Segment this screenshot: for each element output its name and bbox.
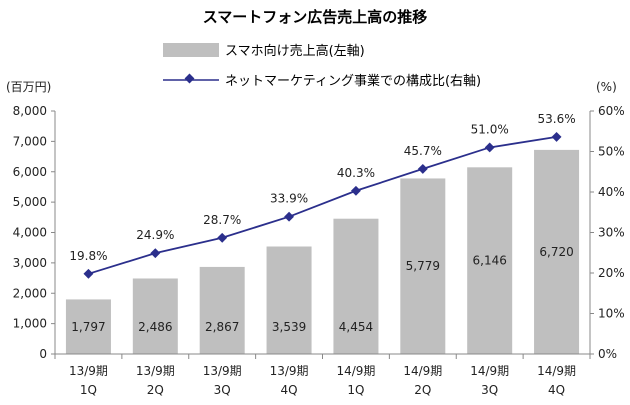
right-tick-label: 40% [598,185,625,199]
series-line [88,136,557,275]
x-tick-label-quarter: 2Q [147,383,164,397]
x-tick-label-quarter: 2Q [414,383,431,397]
x-tick-label-quarter: 1Q [80,383,97,397]
right-tick-label: 50% [598,145,625,159]
x-tick-label-period: 14/9期 [403,364,442,378]
line-marker [284,211,295,222]
x-tick-label-quarter: 4Q [281,383,298,397]
line-marker [350,185,361,196]
bar [534,149,580,354]
x-tick-label-quarter: 4Q [548,383,565,397]
line-value-label: 28.7% [203,213,241,227]
right-tick-label: 0% [598,347,617,361]
left-tick-label: 0 [39,347,47,361]
x-tick-label-period: 14/9期 [470,364,509,378]
line-value-label: 24.9% [136,228,174,242]
line-value-label: 53.6% [538,112,576,126]
x-tick-label-period: 13/9期 [270,364,309,378]
line-marker [551,131,562,142]
left-tick-label: 3,000 [13,256,47,270]
bars: 1,797 2,486 2,867 3,539 4,454 5,779 6,146 6,720 [65,149,580,354]
line-value-label: 33.9% [270,192,308,206]
x-tick-label-quarter: 3Q [214,383,231,397]
bar [333,218,379,354]
right-axis-ticks: 0% 10% 20% 30% 40% 50% 60% [590,104,625,361]
legend: スマホ向け売上高(左軸) ネットマーケティング事業での構成比(右軸) [163,43,481,89]
line-value-label: 19.8% [69,249,107,263]
left-tick-label: 4,000 [13,226,47,240]
bar [400,178,446,354]
line-value-label: 40.3% [337,166,375,180]
left-tick-label: 7,000 [13,134,47,148]
right-tick-label: 10% [598,307,625,321]
line-marker [484,142,495,153]
bar-value-label: 1,797 [71,320,105,334]
left-axis-unit: (百万円) [6,80,51,94]
bar-value-label: 5,779 [406,259,440,273]
right-axis-unit: (%) [596,80,617,94]
legend-bar-label: スマホ向け売上高(左軸) [225,43,365,59]
bar-value-label: 6,146 [473,254,507,268]
chart-title: スマートフォン広告売上高の推移 [203,8,428,26]
bar [132,278,178,354]
bar [199,266,245,354]
x-axis-labels: 13/9期 1Q 13/9期 2Q 13/9期 3Q 13/9期 4Q 14/9期 1Q 14/9期… [69,364,576,397]
x-tick-label-period: 13/9期 [136,364,175,378]
line-marker [150,248,161,259]
x-tick-label-period: 13/9期 [69,364,108,378]
line-marker [217,232,228,243]
right-tick-label: 60% [598,104,625,118]
left-tick-label: 6,000 [13,165,47,179]
x-tick-label-period: 14/9期 [336,364,375,378]
bar-value-label: 4,454 [339,320,373,334]
right-tick-label: 20% [598,266,625,280]
bar-value-label: 3,539 [272,320,306,334]
bar-value-label: 6,720 [539,245,573,259]
line-marker [83,268,94,279]
bar [467,167,513,354]
line-value-label: 51.0% [471,122,509,136]
axes [54,111,591,359]
left-tick-label: 1,000 [13,317,47,331]
left-axis-ticks: 0 1,000 2,000 3,000 4,000 5,000 6,000 7,000 8,00… [13,104,55,361]
x-tick-label-quarter: 1Q [347,383,364,397]
line-value-label: 45.7% [404,144,442,158]
right-tick-label: 30% [598,226,625,240]
bar [266,246,312,354]
bar-value-label: 2,867 [205,320,239,334]
legend-line-marker [184,73,195,84]
x-tick-label-period: 13/9期 [203,364,242,378]
bar-value-label: 2,486 [138,320,172,334]
bar [65,299,111,354]
left-tick-label: 8,000 [13,104,47,118]
left-tick-label: 5,000 [13,195,47,209]
line-series: 19.8% 24.9% 28.7% 33.9% 40.3% 45.7% 51.0% 53.6% [69,112,576,279]
x-tick-label-period: 14/9期 [537,364,576,378]
legend-line-label: ネットマーケティング事業での構成比(右軸) [225,73,481,89]
line-marker [417,163,428,174]
legend-bar-swatch [163,43,219,57]
left-tick-label: 2,000 [13,286,47,300]
x-tick-label-quarter: 3Q [481,383,498,397]
